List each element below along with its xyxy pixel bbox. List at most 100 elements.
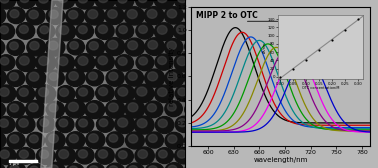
Circle shape <box>49 73 58 80</box>
Circle shape <box>45 38 65 56</box>
Circle shape <box>134 84 154 102</box>
Circle shape <box>204 162 223 168</box>
Y-axis label: Δλ/nm: Δλ/nm <box>263 41 267 53</box>
Circle shape <box>0 23 15 39</box>
Circle shape <box>165 163 184 168</box>
Circle shape <box>174 23 193 40</box>
Circle shape <box>168 165 177 168</box>
Point <box>355 18 361 21</box>
Circle shape <box>19 119 28 127</box>
Circle shape <box>136 23 153 39</box>
Circle shape <box>207 10 217 19</box>
Circle shape <box>17 148 35 164</box>
Circle shape <box>58 57 68 66</box>
Circle shape <box>76 86 94 102</box>
Circle shape <box>187 72 196 80</box>
Circle shape <box>17 23 35 39</box>
Circle shape <box>197 26 207 34</box>
Circle shape <box>158 150 167 158</box>
Circle shape <box>165 70 184 87</box>
Circle shape <box>16 86 35 102</box>
Circle shape <box>194 116 213 133</box>
Circle shape <box>135 147 154 165</box>
Circle shape <box>29 10 38 19</box>
Circle shape <box>56 117 74 133</box>
Circle shape <box>137 87 147 96</box>
Circle shape <box>95 0 115 9</box>
Circle shape <box>148 72 158 81</box>
Circle shape <box>78 150 88 158</box>
Circle shape <box>85 101 105 119</box>
Circle shape <box>7 162 26 168</box>
Circle shape <box>138 25 147 33</box>
Circle shape <box>194 0 212 8</box>
Circle shape <box>0 55 15 71</box>
Circle shape <box>27 39 46 56</box>
Circle shape <box>67 39 84 55</box>
Circle shape <box>10 104 19 112</box>
Circle shape <box>69 72 78 80</box>
Circle shape <box>0 7 6 25</box>
Circle shape <box>204 131 223 149</box>
Circle shape <box>10 165 19 168</box>
Circle shape <box>148 134 157 142</box>
Circle shape <box>49 104 58 112</box>
Circle shape <box>19 25 28 33</box>
Circle shape <box>0 26 8 34</box>
Circle shape <box>207 41 217 50</box>
Circle shape <box>49 165 59 168</box>
Circle shape <box>187 10 197 18</box>
Circle shape <box>155 85 174 103</box>
Circle shape <box>165 132 183 149</box>
Circle shape <box>148 166 158 168</box>
Circle shape <box>207 72 216 80</box>
Circle shape <box>0 119 8 127</box>
Circle shape <box>124 7 144 25</box>
Circle shape <box>65 100 85 118</box>
Circle shape <box>0 85 16 103</box>
Circle shape <box>109 72 118 80</box>
Circle shape <box>108 10 117 18</box>
Circle shape <box>7 7 25 24</box>
Circle shape <box>185 38 203 55</box>
Circle shape <box>195 85 214 102</box>
Circle shape <box>36 54 56 72</box>
Circle shape <box>184 132 204 149</box>
Circle shape <box>0 132 6 149</box>
Circle shape <box>108 40 118 49</box>
Circle shape <box>0 102 5 117</box>
Circle shape <box>145 69 164 87</box>
Circle shape <box>177 56 187 66</box>
Circle shape <box>213 85 234 103</box>
Circle shape <box>206 165 217 168</box>
Circle shape <box>0 39 5 55</box>
Circle shape <box>85 7 105 25</box>
Circle shape <box>156 148 174 164</box>
Circle shape <box>39 150 49 158</box>
Circle shape <box>177 0 187 3</box>
Polygon shape <box>111 0 185 168</box>
Circle shape <box>29 135 38 143</box>
Circle shape <box>36 0 56 10</box>
Circle shape <box>198 87 207 96</box>
Circle shape <box>184 163 203 168</box>
Circle shape <box>17 0 36 9</box>
Circle shape <box>7 70 25 87</box>
Circle shape <box>128 41 138 50</box>
Circle shape <box>187 165 196 168</box>
Circle shape <box>0 147 16 165</box>
Circle shape <box>48 41 58 50</box>
Circle shape <box>9 135 19 143</box>
Circle shape <box>9 42 18 50</box>
Circle shape <box>116 23 134 39</box>
Circle shape <box>98 0 108 3</box>
Circle shape <box>194 146 214 164</box>
Circle shape <box>46 162 65 168</box>
Circle shape <box>197 149 207 158</box>
Circle shape <box>125 100 145 118</box>
Circle shape <box>55 54 75 72</box>
Circle shape <box>214 23 232 40</box>
Circle shape <box>167 9 177 18</box>
Circle shape <box>40 26 49 34</box>
Circle shape <box>164 39 183 56</box>
